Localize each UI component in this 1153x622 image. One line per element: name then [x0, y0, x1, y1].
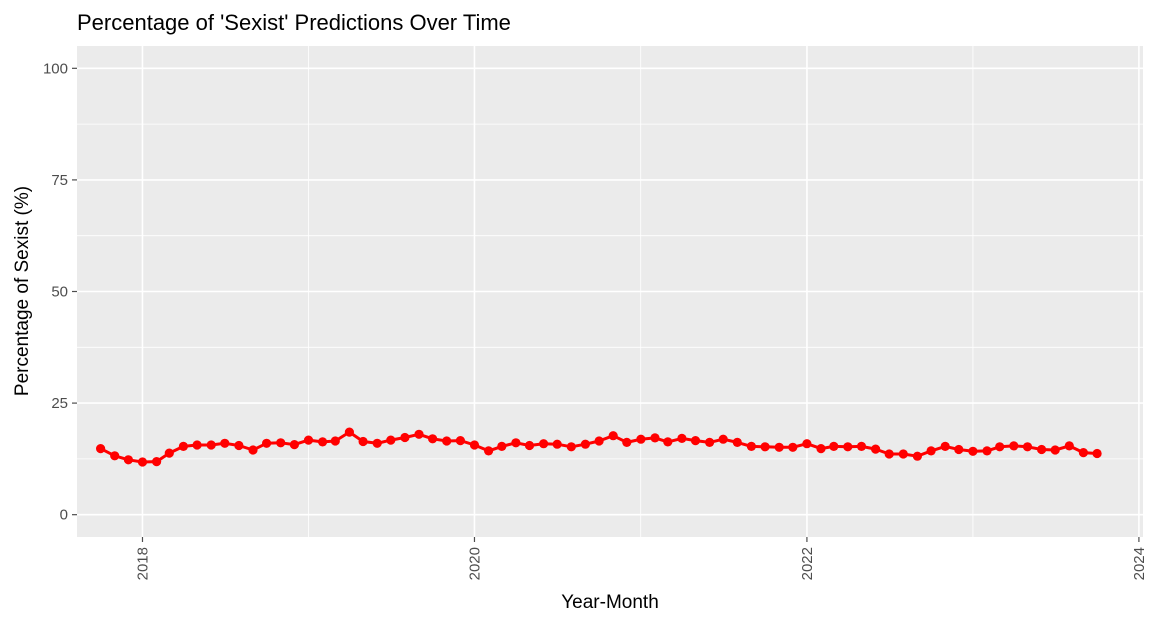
- data-point: [1064, 441, 1074, 451]
- data-point: [276, 438, 286, 448]
- data-point: [1078, 448, 1088, 458]
- data-point: [705, 437, 715, 447]
- data-point: [774, 442, 784, 452]
- data-point: [608, 431, 618, 441]
- data-point: [912, 451, 923, 461]
- data-point: [262, 438, 272, 448]
- data-point: [843, 442, 853, 452]
- y-tick-label: 0: [60, 507, 68, 524]
- data-point: [178, 441, 188, 451]
- x-tick-label: 2018: [134, 547, 151, 580]
- data-point: [732, 437, 742, 447]
- data-point: [802, 439, 812, 449]
- data-point: [152, 457, 162, 467]
- data-point: [96, 444, 106, 454]
- data-point: [760, 442, 770, 452]
- data-point: [995, 442, 1005, 452]
- data-point: [746, 441, 757, 451]
- data-point: [940, 441, 950, 451]
- data-point: [1092, 448, 1102, 459]
- data-point: [289, 440, 299, 450]
- data-point: [137, 457, 148, 467]
- data-point: [1037, 444, 1047, 455]
- data-point: [968, 446, 978, 456]
- data-point: [594, 436, 604, 446]
- data-point: [442, 436, 452, 446]
- y-axis: 0 25 50 75 100: [43, 60, 77, 524]
- data-point: [206, 440, 216, 450]
- data-point: [1022, 442, 1033, 452]
- data-point: [386, 435, 396, 445]
- data-point: [455, 436, 465, 446]
- data-point: [884, 449, 894, 459]
- data-point: [982, 446, 992, 456]
- data-point: [524, 440, 535, 451]
- data-point: [511, 438, 521, 448]
- data-point: [898, 449, 908, 459]
- data-point: [871, 444, 881, 454]
- y-tick-label: 25: [51, 395, 68, 412]
- data-point: [1009, 441, 1019, 451]
- data-point: [318, 437, 328, 447]
- data-point: [1050, 445, 1060, 455]
- data-point: [497, 441, 507, 451]
- y-tick-label: 50: [51, 284, 68, 301]
- data-point: [663, 437, 673, 447]
- data-point: [788, 442, 798, 452]
- y-axis-title: Percentage of Sexist (%): [12, 186, 33, 396]
- data-point: [428, 434, 438, 444]
- major-gridlines: [77, 46, 1143, 537]
- x-axis: 2018 2020 2022 2024: [134, 537, 1148, 580]
- x-tick-label: 2024: [1131, 547, 1148, 580]
- data-point: [484, 446, 494, 456]
- x-axis-title: Year-Month: [561, 592, 659, 613]
- data-point: [677, 433, 687, 443]
- data-point: [192, 440, 202, 450]
- data-point: [220, 438, 230, 448]
- data-point: [954, 444, 964, 455]
- data-point: [123, 455, 133, 465]
- data-point: [164, 448, 174, 458]
- data-point: [816, 444, 826, 454]
- y-tick-label: 75: [51, 172, 68, 189]
- data-point: [539, 439, 549, 449]
- data-point: [926, 446, 936, 456]
- data-point: [856, 441, 867, 451]
- data-point: [552, 439, 562, 449]
- data-point: [414, 429, 424, 439]
- data-point: [690, 436, 701, 446]
- x-tick-label: 2020: [466, 547, 483, 580]
- data-point: [372, 438, 382, 448]
- data-point: [303, 435, 314, 445]
- data-point: [566, 442, 576, 452]
- data-point: [234, 440, 244, 451]
- data-point: [580, 439, 591, 449]
- data-point: [110, 451, 120, 461]
- data-point: [330, 436, 340, 446]
- chart-title: Percentage of 'Sexist' Predictions Over …: [77, 10, 511, 35]
- y-tick-label: 100: [43, 60, 68, 77]
- x-tick-label: 2022: [799, 547, 816, 580]
- data-point: [718, 434, 728, 444]
- series-layer: [96, 427, 1102, 467]
- data-point: [829, 441, 839, 451]
- data-point: [358, 436, 368, 447]
- data-point: [636, 434, 646, 444]
- data-point: [622, 437, 632, 447]
- data-point: [650, 433, 660, 443]
- data-point: [344, 427, 354, 437]
- data-point: [248, 445, 258, 455]
- data-point: [400, 432, 410, 443]
- data-point: [469, 440, 480, 450]
